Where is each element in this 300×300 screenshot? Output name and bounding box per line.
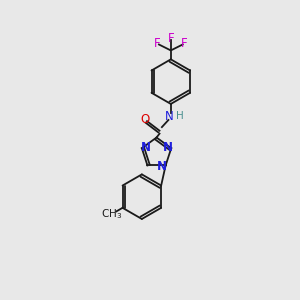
Text: F: F (167, 32, 174, 45)
Text: N: N (163, 140, 173, 154)
Text: N: N (157, 160, 167, 173)
Text: H: H (176, 110, 184, 121)
Text: CH$_3$: CH$_3$ (101, 207, 122, 221)
Text: F: F (181, 38, 188, 50)
Text: N: N (165, 110, 173, 123)
Text: N: N (140, 140, 150, 154)
Text: F: F (154, 38, 160, 50)
Text: O: O (140, 113, 149, 126)
